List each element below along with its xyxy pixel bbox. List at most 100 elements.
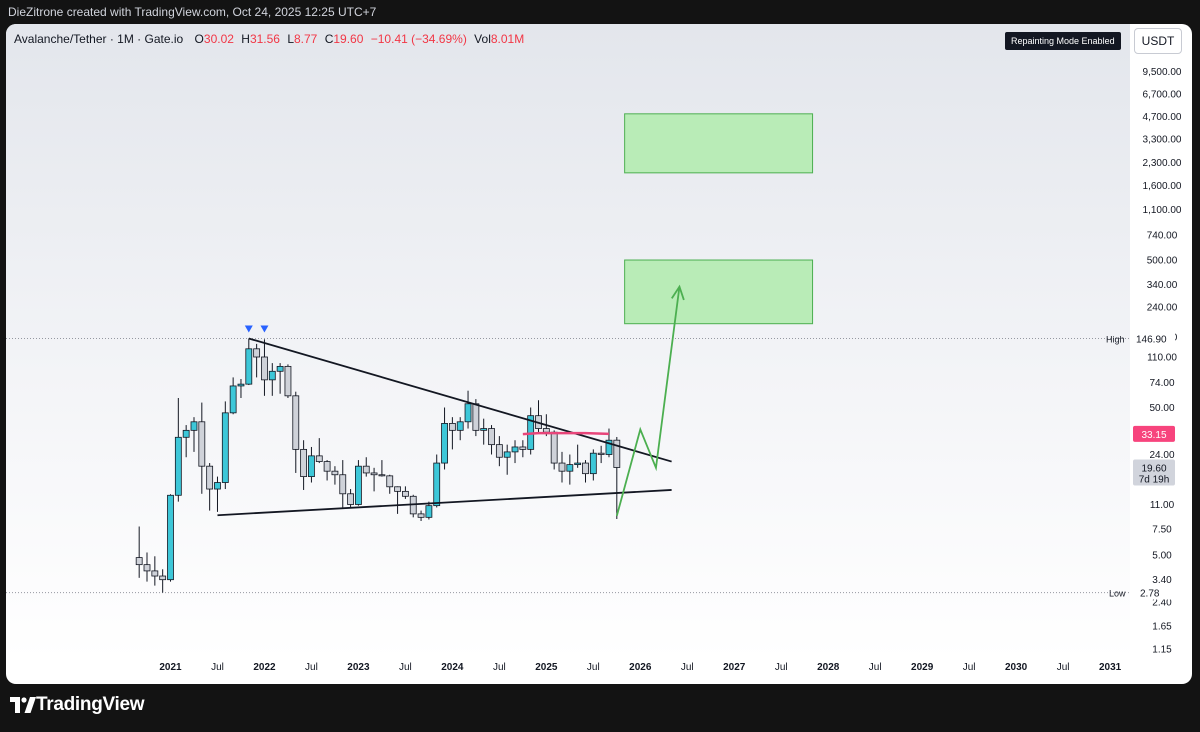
x-tick-label: 2023 — [347, 662, 370, 673]
y-tick-label: 740.00 — [1147, 230, 1178, 241]
y-tick-label: 11.00 — [1150, 500, 1175, 511]
currency-button[interactable]: USDT — [1134, 28, 1182, 54]
candle-body — [613, 439, 621, 468]
candle-body — [495, 444, 503, 458]
volume-label: Vol — [474, 32, 491, 46]
x-tick-label: 2026 — [629, 662, 652, 673]
y-tick-label: 50.00 — [1149, 403, 1174, 414]
y-tick-label: 500.00 — [1147, 256, 1178, 267]
descending-resistance-trendline — [248, 337, 672, 463]
price-chart-svg: 9,500.00 6,700.00 4,700.00 3,300.00 2,300.00… — [6, 67, 1182, 673]
x-tick-label: 2021 — [159, 662, 182, 673]
x-tick-label: 2022 — [253, 662, 276, 673]
y-tick-label: 3,300.00 — [1143, 135, 1182, 146]
candle-body — [323, 461, 331, 472]
candle-body — [472, 403, 480, 431]
candle-body — [198, 421, 206, 467]
candle-body — [488, 428, 495, 446]
candle-body — [135, 557, 143, 566]
candle-body — [174, 436, 182, 496]
volume-value: 8.01M — [490, 32, 525, 46]
target-zone-1 — [624, 113, 814, 174]
x-tick-label: Jul — [681, 662, 694, 673]
plot-area[interactable] — [6, 24, 1130, 660]
target-zone-2 — [624, 259, 814, 325]
candle-body — [261, 356, 268, 381]
candle-body — [550, 431, 558, 464]
candle-body — [347, 493, 354, 505]
candle-body — [417, 513, 425, 518]
projection-path — [615, 286, 681, 517]
ma-line — [522, 431, 610, 436]
repainting-badge: Repainting Mode Enabled — [1005, 32, 1121, 50]
candle-body — [237, 383, 245, 387]
x-tick-label: Jul — [493, 662, 506, 673]
candle-body — [394, 486, 401, 492]
ascending-support-trendline — [217, 489, 672, 517]
candle-body — [370, 472, 378, 476]
candle-body — [229, 385, 237, 414]
symbol-legend: Avalanche/Tether · 1M · Gate.io O30.02 H… — [14, 32, 528, 46]
candle-body — [589, 452, 597, 475]
candle-body — [221, 412, 229, 483]
x-tick-label: Jul — [211, 662, 224, 673]
candle-body — [558, 462, 566, 472]
y-tick-label: 1,600.00 — [1143, 181, 1182, 192]
open-value: 30.02 — [203, 32, 234, 46]
candle-body — [331, 470, 339, 476]
high-value: 31.56 — [249, 32, 280, 46]
y-tick-label: 3.40 — [1152, 575, 1172, 586]
candle-body — [582, 462, 589, 475]
candle-body — [159, 575, 167, 581]
candle-body — [401, 490, 409, 497]
x-tick-label: Jul — [775, 662, 788, 673]
candle-body — [362, 465, 370, 474]
tradingview-logo-icon[interactable] — [10, 697, 36, 713]
y-tick-label: 1,100.00 — [1143, 205, 1182, 216]
high-label: H — [241, 32, 250, 46]
change-value: −10.41 (−34.69%) — [370, 32, 467, 46]
candle-body — [206, 465, 214, 490]
candle-body — [143, 564, 151, 572]
low-value: 8.77 — [294, 32, 318, 46]
y-tick-label: 1.15 — [1152, 645, 1172, 656]
y-tick-label: 2,300.00 — [1143, 158, 1182, 169]
y-tick-label: 340.00 — [1147, 280, 1178, 291]
candle-body — [378, 474, 386, 477]
author-caption: DieZitrone created with TradingView.com,… — [8, 5, 377, 19]
x-tick-label: 2031 — [1099, 662, 1122, 673]
x-tick-label: Jul — [305, 662, 318, 673]
candle-body — [386, 475, 394, 488]
ma-price-tag — [1133, 425, 1175, 442]
last-price-tag-label: 19.60 — [1141, 463, 1166, 474]
symbol-title[interactable]: Avalanche/Tether · 1M · Gate.io — [14, 32, 184, 46]
x-tick-label: Jul — [399, 662, 412, 673]
candle-body — [605, 439, 613, 455]
open-label: O — [194, 32, 204, 46]
x-tick-label: 2028 — [817, 662, 840, 673]
top-caption-bar: DieZitrone created with TradingView.com,… — [0, 0, 1200, 24]
candle-body — [276, 365, 284, 372]
y-tick-label: 2.40 — [1152, 598, 1172, 609]
candle-body — [511, 446, 519, 453]
projection-arrow-head — [671, 284, 685, 301]
candle-body — [292, 395, 300, 450]
x-tick-label: 2027 — [723, 662, 746, 673]
candle-body — [456, 421, 464, 431]
x-tick-label: Jul — [869, 662, 882, 673]
tradingview-wordmark[interactable]: TradingView — [36, 694, 145, 715]
x-tick-label: 2029 — [911, 662, 934, 673]
footer-bar — [0, 684, 1200, 732]
y-tick-label: 74.00 — [1149, 378, 1174, 389]
low-value-label: 2.78 — [1140, 589, 1160, 600]
bar-countdown-label: 7d 19h — [1139, 474, 1170, 485]
candle-body — [300, 448, 308, 478]
y-tick-label: 24.00 — [1149, 450, 1174, 461]
candle-body — [574, 462, 582, 466]
high-marker-icon-1 — [244, 325, 253, 333]
candle-body — [480, 428, 488, 431]
candle-body — [284, 365, 292, 397]
candle-body — [425, 505, 433, 518]
candle-body — [315, 455, 323, 462]
high-marker-icon-2 — [260, 325, 269, 333]
